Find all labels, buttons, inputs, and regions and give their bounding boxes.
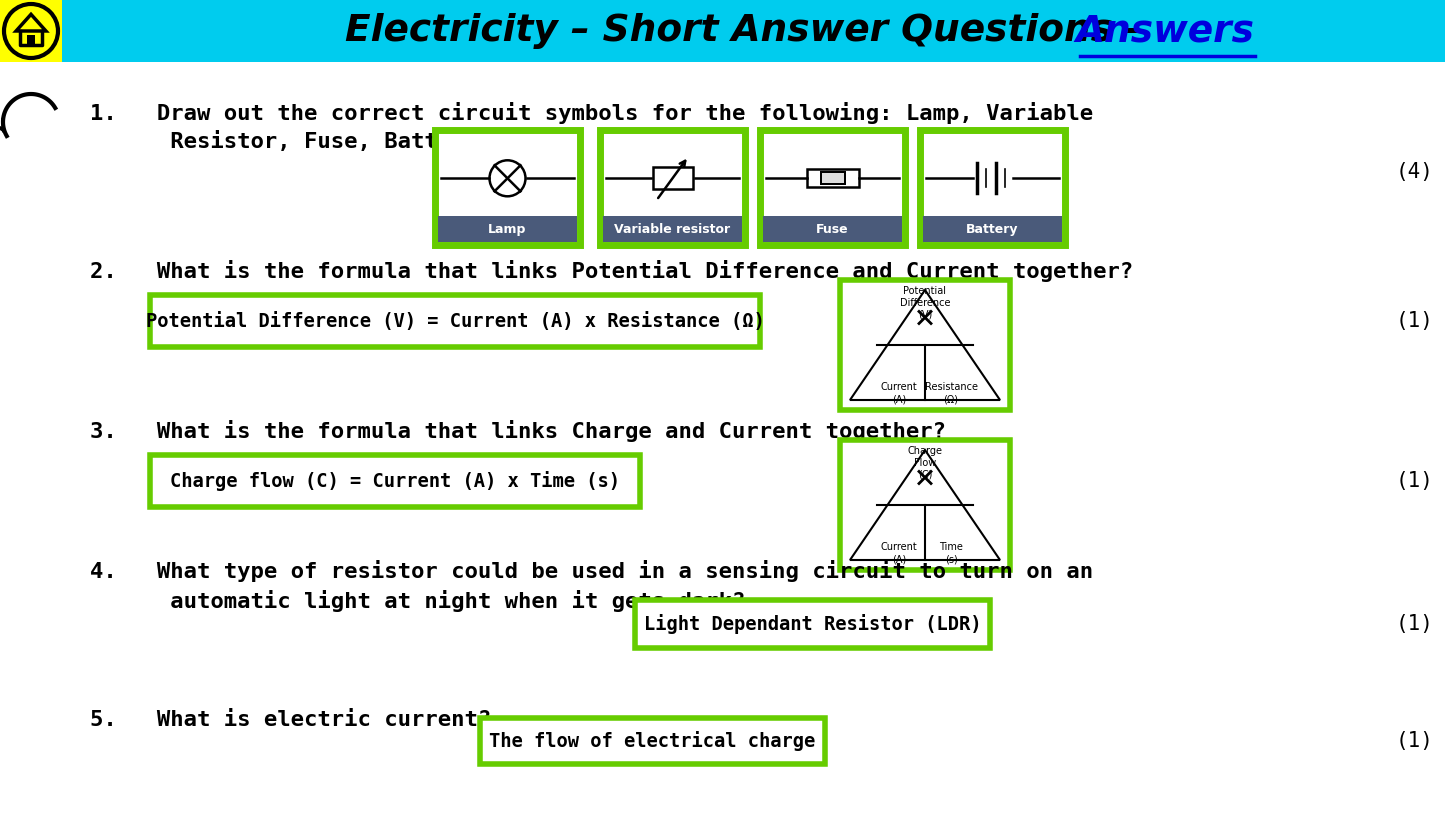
Bar <box>0 0 1445 62</box>
Bar <box>806 169 858 187</box>
Bar <box>603 216 741 242</box>
Text: Potential Difference (V) = Current (A) x Resistance (Ω): Potential Difference (V) = Current (A) x… <box>146 311 764 331</box>
Text: The flow of electrical charge: The flow of electrical charge <box>490 731 815 751</box>
FancyBboxPatch shape <box>920 130 1065 245</box>
Text: Answers: Answers <box>1075 13 1254 49</box>
Text: Current
(A): Current (A) <box>880 382 918 404</box>
Text: 2.   What is the formula that links Potential Difference and Current together?: 2. What is the formula that links Potent… <box>90 260 1133 282</box>
Text: Fuse: Fuse <box>816 223 848 236</box>
Text: Light Dependant Resistor (LDR): Light Dependant Resistor (LDR) <box>644 614 981 634</box>
Text: Current
(A): Current (A) <box>880 542 918 564</box>
Text: Charge
Flow
(C): Charge Flow (C) <box>907 446 942 479</box>
FancyBboxPatch shape <box>150 295 760 347</box>
Bar <box>923 216 1062 242</box>
Text: 4.   What type of resistor could be used in a sensing circuit to turn on an: 4. What type of resistor could be used i… <box>90 560 1092 582</box>
FancyBboxPatch shape <box>840 280 1010 410</box>
FancyBboxPatch shape <box>435 130 579 245</box>
Text: Variable resistor: Variable resistor <box>614 223 731 236</box>
FancyBboxPatch shape <box>634 600 990 648</box>
FancyBboxPatch shape <box>840 440 1010 570</box>
FancyBboxPatch shape <box>480 718 825 764</box>
Text: Resistance
(Ω): Resistance (Ω) <box>925 382 977 404</box>
Text: (1): (1) <box>1396 731 1433 751</box>
Text: Charge flow (C) = Current (A) x Time (s): Charge flow (C) = Current (A) x Time (s) <box>171 471 620 491</box>
Bar <box>0 0 62 62</box>
Text: 1.   Draw out the correct circuit symbols for the following: Lamp, Variable: 1. Draw out the correct circuit symbols … <box>90 102 1092 124</box>
FancyBboxPatch shape <box>760 130 905 245</box>
Text: 3.   What is the formula that links Charge and Current together?: 3. What is the formula that links Charge… <box>90 420 946 442</box>
Text: Potential
Difference
(V): Potential Difference (V) <box>900 286 951 320</box>
Bar <box>438 216 577 242</box>
Text: (1): (1) <box>1396 614 1433 634</box>
Text: Battery: Battery <box>967 223 1019 236</box>
Text: 5.   What is electric current?: 5. What is electric current? <box>90 710 491 730</box>
Text: (1): (1) <box>1396 471 1433 491</box>
Bar <box>27 36 35 45</box>
FancyBboxPatch shape <box>150 455 640 507</box>
Text: automatic light at night when it gets dark?: automatic light at night when it gets da… <box>90 590 746 612</box>
Text: Resistor, Fuse, Battery.: Resistor, Fuse, Battery. <box>90 130 491 152</box>
Text: (4): (4) <box>1396 162 1433 182</box>
Bar <box>821 172 844 185</box>
Text: Electricity – Short Answer Questions -: Electricity – Short Answer Questions - <box>345 13 1155 49</box>
Text: (1): (1) <box>1396 311 1433 331</box>
Bar <box>653 167 692 189</box>
Text: Time
(s): Time (s) <box>939 542 962 564</box>
Text: Lamp: Lamp <box>488 223 526 236</box>
Bar <box>763 216 902 242</box>
FancyBboxPatch shape <box>600 130 746 245</box>
